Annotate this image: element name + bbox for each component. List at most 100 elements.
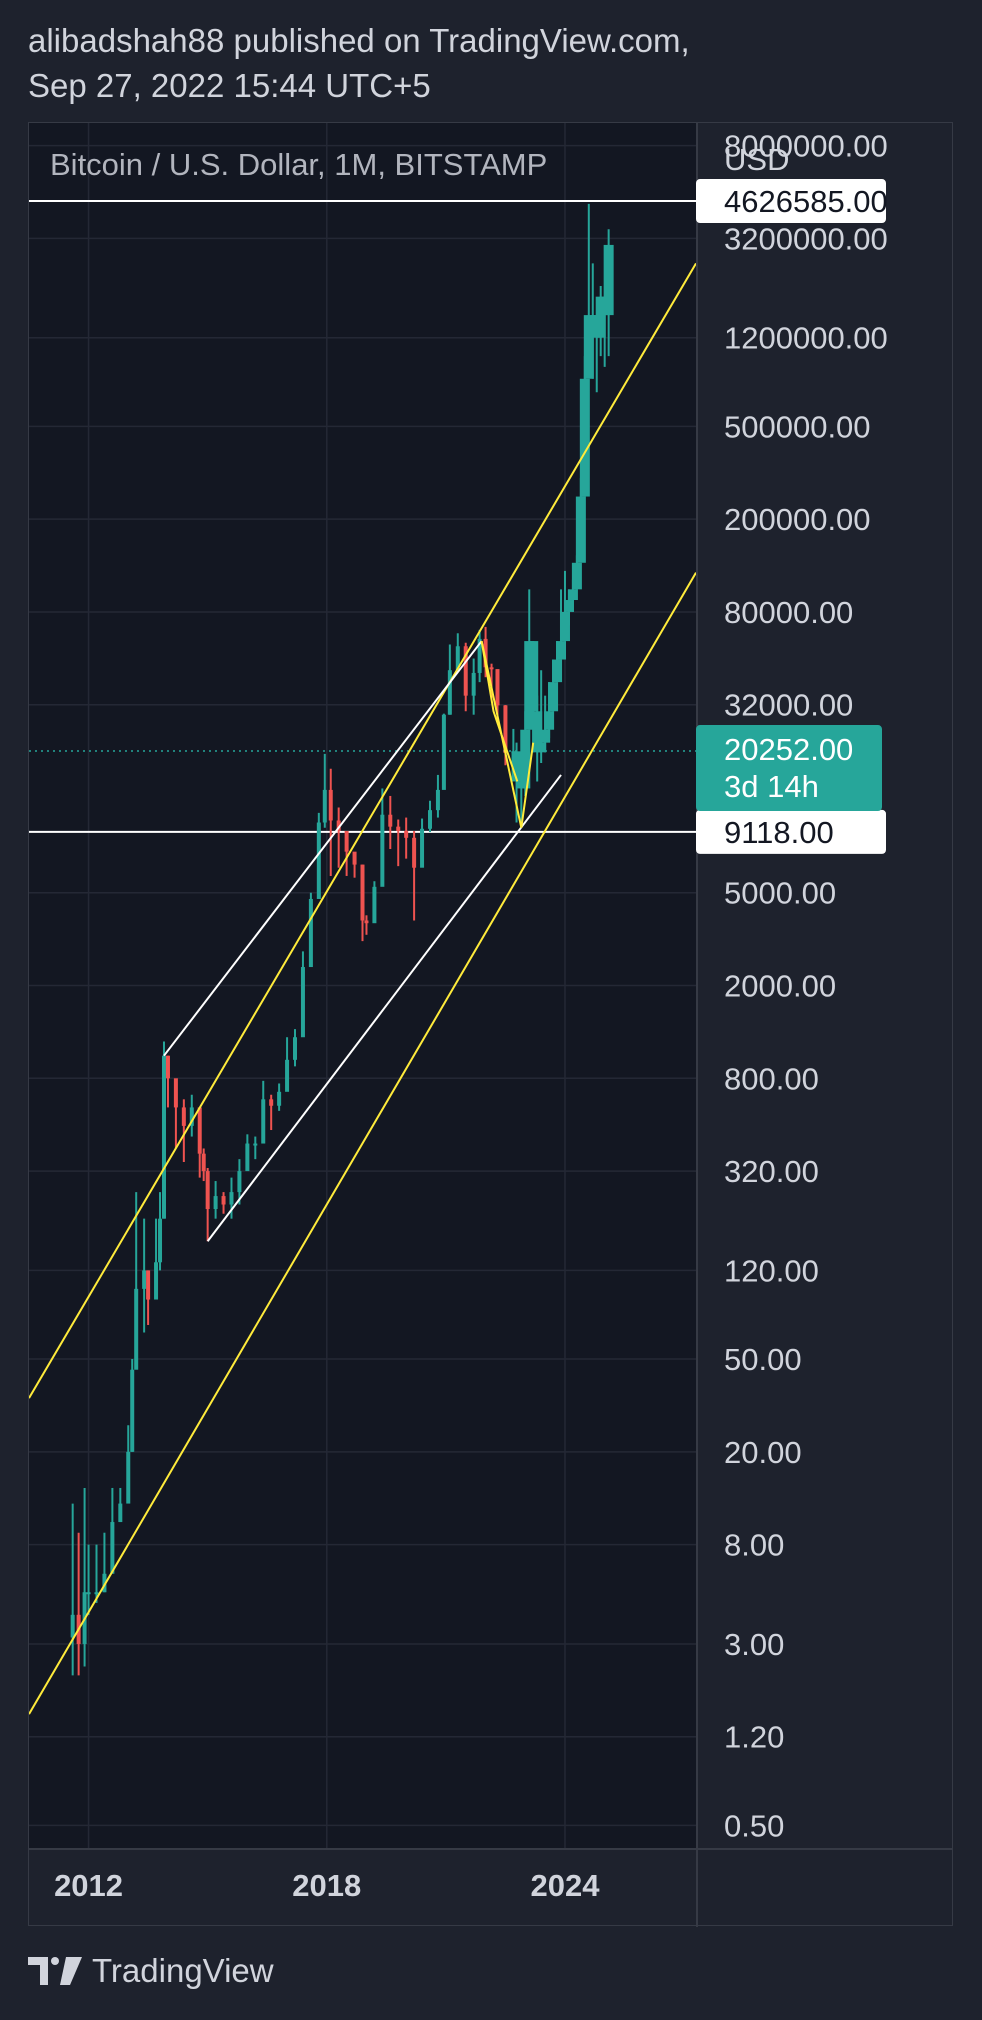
candle-body [237, 1171, 242, 1193]
candle-body [118, 1503, 123, 1523]
level-price-badge [696, 809, 886, 854]
price-axis-pane[interactable] [696, 123, 952, 1848]
candle-body [300, 967, 305, 1038]
projected-candle-body [548, 682, 559, 712]
candle-body [404, 830, 409, 838]
candle-body [86, 1592, 91, 1595]
price-axis-tick: 3200000.00 [724, 221, 888, 256]
publish-date-line: Sep 27, 2022 15:44 UTC+5 [28, 67, 431, 104]
projected-candle-body [579, 378, 590, 497]
time-axis-tick: 2012 [54, 1868, 123, 1903]
candle-body [441, 714, 446, 790]
candle-body [221, 1196, 226, 1205]
projected-candle-body [603, 244, 614, 316]
candle-body [322, 789, 327, 823]
candle-body [142, 1270, 147, 1289]
projected-candle-body [511, 751, 522, 782]
projected-candle-body [544, 711, 555, 730]
candle-body [189, 1107, 194, 1126]
candle-body [483, 638, 488, 668]
projected-candle-body [556, 641, 567, 660]
trend-line [29, 572, 696, 1715]
candle-body [245, 1143, 250, 1172]
candle-body [205, 1171, 210, 1210]
level-price-label: 9118.00 [724, 815, 834, 850]
candle-body [412, 837, 417, 868]
level-price-badge [696, 179, 886, 224]
chart-frame [28, 122, 953, 1926]
projected-candle-body [520, 729, 531, 789]
current-price-label: 20252.00 [724, 732, 853, 767]
candle-body [158, 1218, 163, 1263]
publish-info: alibadshah88 published on TradingView.co… [28, 18, 690, 108]
candle-body [261, 1099, 266, 1144]
price-axis-tick: 80000.00 [724, 595, 853, 630]
candle-body [396, 826, 401, 831]
footer-branding[interactable]: TradingView [28, 1952, 274, 1990]
candle-body [336, 820, 341, 831]
candle-body [316, 822, 321, 899]
candle-body [352, 851, 357, 865]
price-axis-tick: 800.00 [724, 1061, 819, 1096]
candle-body [161, 1055, 166, 1219]
footer-brand-name: TradingView [92, 1952, 274, 1989]
price-axis-tick: 1200000.00 [724, 321, 888, 356]
candle-body [213, 1196, 218, 1210]
candle-body [344, 830, 349, 852]
candle-countdown-label: 3d 14h [724, 769, 819, 804]
time-axis-tick: 2018 [292, 1868, 361, 1903]
projected-candle-body [571, 562, 582, 590]
projected-candle-body [532, 711, 543, 753]
price-axis-tick: 8.00 [724, 1528, 784, 1563]
candle-body [360, 864, 365, 921]
candle-body [420, 828, 425, 868]
price-axis-tick: 5000.00 [724, 876, 836, 911]
publish-author-line: alibadshah88 published on TradingView.co… [28, 22, 690, 59]
candle-body [165, 1055, 170, 1079]
price-axis-tick: 50.00 [724, 1342, 802, 1377]
candle-body [277, 1091, 282, 1106]
candle-body [229, 1192, 234, 1205]
chart-title: Bitcoin / U.S. Dollar, 1M, BITSTAMP [50, 147, 547, 182]
price-axis-tick: 1.20 [724, 1720, 784, 1755]
candle-body [293, 1037, 298, 1060]
level-price-label: 4626585.00 [724, 184, 888, 219]
time-axis-pane[interactable] [29, 1848, 952, 1927]
price-axis-tick: 2000.00 [724, 969, 836, 1004]
price-axis-tick: 32000.00 [724, 688, 853, 723]
tradingview-logo-icon [28, 1957, 82, 1985]
price-axis-tick: 20.00 [724, 1435, 802, 1470]
candle-body [495, 669, 500, 706]
price-axis-tick: 120.00 [724, 1253, 819, 1288]
trend-line [480, 640, 519, 782]
trend-line [29, 262, 696, 1399]
price-axis-tick: 200000.00 [724, 502, 871, 537]
candle-body [134, 1288, 139, 1370]
projected-candle-body [595, 296, 606, 338]
candle-body [308, 898, 313, 968]
candle-body [70, 1614, 75, 1638]
candle-body [435, 789, 440, 811]
projected-candle-body [536, 742, 547, 753]
candle-body [372, 886, 377, 924]
projected-candle-body [563, 600, 574, 612]
projected-candle-body [552, 659, 563, 683]
candle-body [181, 1107, 186, 1126]
candle-body [447, 670, 452, 715]
price-axis-tick: 320.00 [724, 1154, 819, 1189]
candle-body [463, 646, 468, 696]
candle-body [364, 920, 369, 924]
candle-body [173, 1078, 178, 1108]
price-axis-tick: 3.00 [724, 1627, 784, 1662]
candle-body [455, 646, 460, 671]
candle-body [328, 789, 333, 821]
price-axis-currency: USD [724, 142, 789, 177]
trend-line [206, 774, 562, 1242]
candle-body [285, 1059, 290, 1092]
projected-candle-body [567, 589, 578, 601]
time-axis-tick: 2024 [530, 1868, 600, 1903]
price-axis-tick: 8000000.00 [724, 129, 888, 164]
candle-body [388, 814, 393, 827]
price-axis-tick: 500000.00 [724, 409, 871, 444]
plot-layer [29, 123, 696, 1848]
